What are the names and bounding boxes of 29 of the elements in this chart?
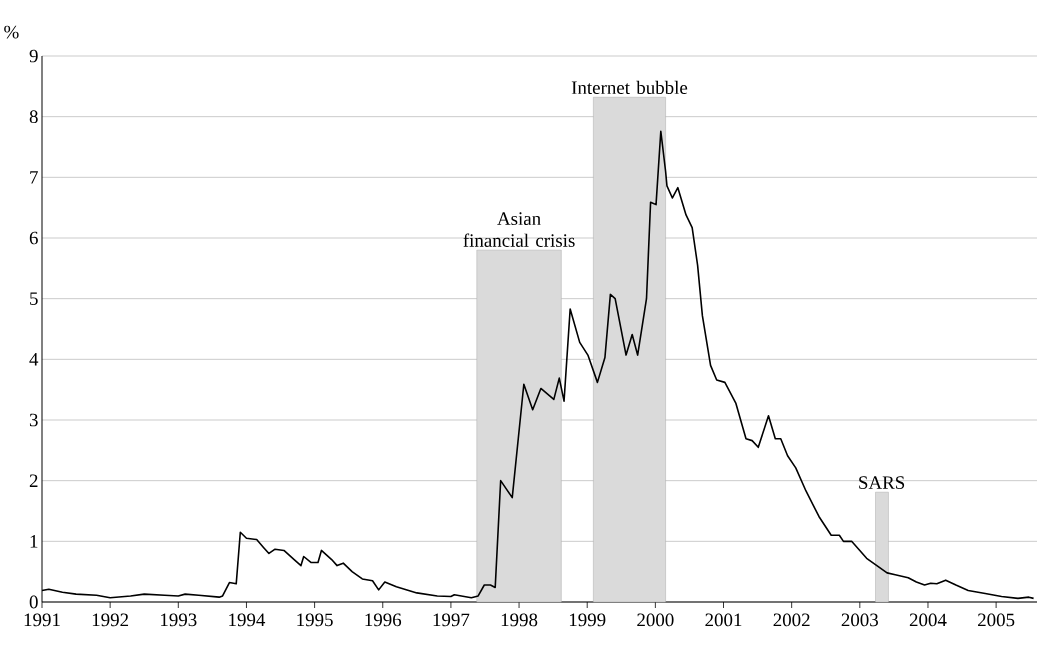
y-tick-label: 7 bbox=[30, 171, 38, 184]
x-tick-label: 1993 bbox=[161, 613, 197, 627]
x-tick-label: 1996 bbox=[365, 613, 402, 627]
y-tick-label: 2 bbox=[29, 474, 38, 487]
x-tick-label: 1997 bbox=[433, 613, 470, 627]
y-tick-label: 6 bbox=[29, 231, 38, 245]
y-tick-label: 5 bbox=[30, 292, 38, 305]
x-tick-label: 2001 bbox=[705, 613, 742, 627]
y-tick-label: 0 bbox=[29, 595, 38, 609]
x-tick-label: 2003 bbox=[841, 613, 878, 627]
x-tick-label: 2004 bbox=[909, 613, 947, 627]
y-tick-label: 3 bbox=[29, 413, 38, 427]
y-tick-label: 4 bbox=[29, 353, 39, 366]
annotation: SARS bbox=[859, 476, 905, 489]
y-axis-title: % bbox=[4, 25, 19, 39]
x-tick-label: 2005 bbox=[978, 613, 1015, 627]
x-tick-label: 1995 bbox=[297, 613, 333, 627]
x-tick-label: 1999 bbox=[569, 613, 606, 627]
y-tick-label: 8 bbox=[29, 110, 38, 124]
annotation: Internet bubble bbox=[571, 80, 688, 95]
annotation: Asian financial crisis bbox=[463, 212, 575, 247]
x-tick-label: 1998 bbox=[501, 613, 538, 627]
x-tick-label: 1994 bbox=[229, 613, 266, 627]
y-tick-label: 1 bbox=[30, 535, 38, 548]
x-tick-label: 1991 bbox=[24, 613, 60, 627]
x-tick-label: 2002 bbox=[773, 613, 810, 627]
x-tick-label: 2000 bbox=[637, 613, 674, 627]
y-tick-label: 9 bbox=[29, 49, 38, 63]
x-tick-label: 1992 bbox=[92, 613, 129, 627]
